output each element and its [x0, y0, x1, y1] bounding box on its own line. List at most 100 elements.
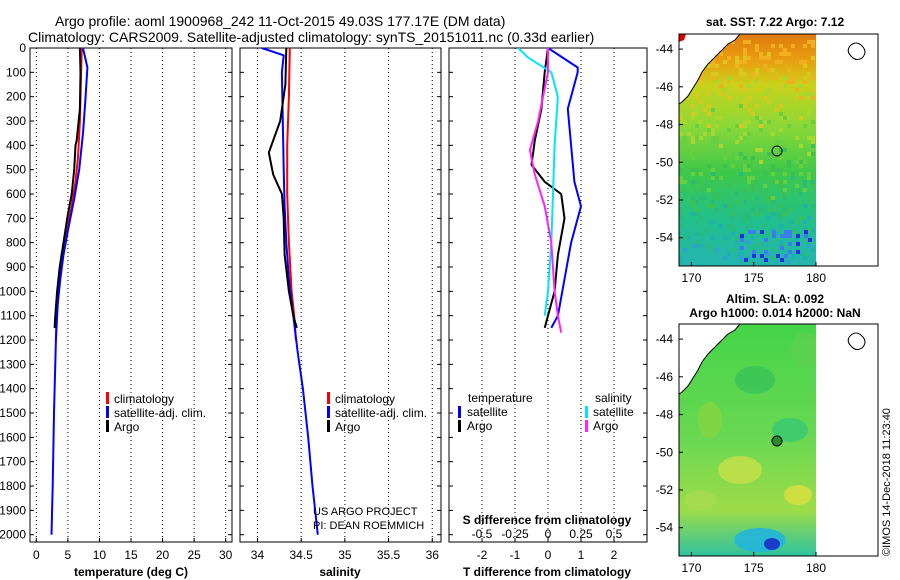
- sst-pixel: [779, 212, 783, 216]
- series-line-climatology: [54, 48, 83, 341]
- sst-pixel: [691, 144, 695, 148]
- sst-pixel: [723, 164, 727, 168]
- sst-pixel: [735, 56, 739, 60]
- sst-pixel: [711, 140, 715, 144]
- figure-title-line1: Argo profile: aoml 1900968_242 11-Oct-20…: [55, 13, 505, 29]
- sst-pixel: [695, 208, 699, 212]
- sst-pixel: [803, 188, 807, 192]
- legend-argo: Argo: [114, 420, 140, 434]
- sst-pixel: [739, 60, 743, 64]
- sst-pixel: [687, 132, 691, 136]
- new-zealand-coast: [678, 323, 742, 395]
- sst-pixel: [719, 92, 723, 96]
- sst-pixel: [699, 76, 703, 80]
- sst-pixel: [803, 252, 807, 256]
- sst-pixel: [715, 136, 719, 140]
- sst-pixel: [747, 260, 751, 264]
- sst-pixel: [719, 144, 723, 148]
- sst-pixel: [752, 230, 756, 234]
- sst-pixel: [743, 72, 747, 76]
- sst-pixel: [783, 260, 787, 264]
- sst-pixel: [796, 242, 800, 246]
- sst-pixel: [796, 250, 800, 254]
- sst-pixel: [711, 128, 715, 132]
- sst-pixel: [783, 212, 787, 216]
- new-zealand-coast: [678, 33, 742, 105]
- sst-pixel: [771, 208, 775, 212]
- depth-tick-label: 1400: [0, 382, 26, 396]
- sst-pixel: [735, 252, 739, 256]
- sst-pixel: [780, 258, 784, 262]
- sst-pixel: [771, 180, 775, 184]
- sst-pixel: [711, 192, 715, 196]
- sst-pixel: [779, 168, 783, 172]
- sst-pixel: [779, 52, 783, 56]
- sst-pixel: [707, 112, 711, 116]
- lat-tick-label: -52: [656, 193, 674, 207]
- sst-pixel: [723, 60, 727, 64]
- sst-pixel: [743, 48, 747, 52]
- legend-swatch-t-satellite: [458, 406, 461, 418]
- depth-tick-label: 1000: [0, 284, 26, 298]
- sst-pixel: [715, 208, 719, 212]
- legend-t-satellite: satellite: [467, 405, 508, 419]
- depth-tick-label: 900: [6, 260, 26, 274]
- sst-pixel: [751, 176, 755, 180]
- sst-pixel: [691, 244, 695, 248]
- sst-pixel: [747, 132, 751, 136]
- sst-pixel: [739, 260, 743, 264]
- sst-pixel: [791, 220, 795, 224]
- legend-swatch-satellite: [327, 406, 330, 418]
- sst-pixel: [747, 224, 751, 228]
- sst-pixel: [719, 224, 723, 228]
- sst-pixel: [743, 216, 747, 220]
- sst-pixel: [811, 140, 815, 144]
- lat-tick-label: -52: [656, 483, 674, 497]
- sst-pixel: [767, 216, 771, 220]
- sst-pixel: [683, 248, 687, 252]
- sst-pixel: [695, 180, 699, 184]
- sst-pixel: [683, 236, 687, 240]
- depth-tick-label: 200: [6, 90, 26, 104]
- lat-tick-label: -46: [656, 80, 674, 94]
- lon-tick-label: 180: [806, 271, 826, 285]
- sst-pixel: [743, 120, 747, 124]
- sst-pixel: [807, 40, 811, 44]
- sst-pixel: [743, 132, 747, 136]
- sst-pixel: [791, 80, 795, 84]
- temperature-legend: climatology satellite-adj. clim. Argo: [106, 392, 206, 434]
- sla-anomaly: [791, 332, 819, 368]
- sst-pixel: [779, 216, 783, 220]
- sst-pixel: [779, 84, 783, 88]
- sst-pixel: [803, 92, 807, 96]
- s-x-tick-label: -0.5: [472, 527, 493, 541]
- sst-pixel: [699, 232, 703, 236]
- series-line-s-argo: [528, 48, 563, 333]
- sst-pixel: [783, 76, 787, 80]
- sst-pixel: [703, 196, 707, 200]
- sst-pixel: [784, 230, 788, 234]
- sst-pixel: [788, 250, 792, 254]
- sst-pixel: [723, 80, 727, 84]
- sla-anomaly: [698, 402, 722, 438]
- sst-pixel: [731, 80, 735, 84]
- sst-pixel: [787, 68, 791, 72]
- x-tick-label: 34: [251, 548, 265, 562]
- sst-pixel: [679, 112, 683, 116]
- sst-pixel: [679, 256, 683, 260]
- depth-tick-label: 300: [6, 114, 26, 128]
- temperature-grid: [30, 47, 232, 542]
- sla-nodata-area: [816, 324, 878, 556]
- sst-pixel: [739, 152, 743, 156]
- sst-pixel: [783, 192, 787, 196]
- credit-pi: PI: DEAN ROEMMICH: [313, 520, 424, 532]
- sst-pixel: [811, 228, 815, 232]
- sst-pixel: [679, 224, 683, 228]
- temperature-panel: [29, 47, 233, 543]
- sst-pixel: [731, 100, 735, 104]
- temperature-xlabel: temperature (deg C): [74, 565, 188, 579]
- x-tick-label: 2: [611, 548, 618, 562]
- sst-pixel: [699, 120, 703, 124]
- sst-pixel: [739, 96, 743, 100]
- sst-pixel: [752, 254, 756, 258]
